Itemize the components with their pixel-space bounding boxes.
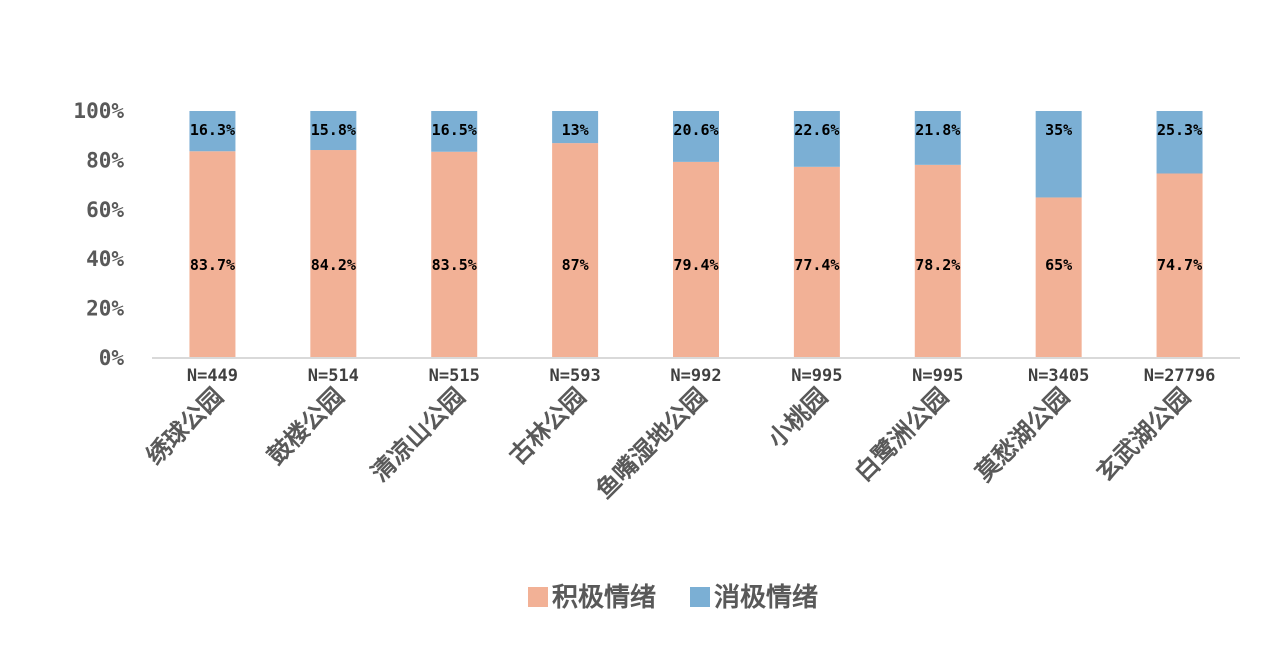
- bar-negative: [673, 111, 719, 162]
- bar-positive: [1035, 197, 1082, 358]
- bar-negative: [552, 111, 599, 144]
- legend-swatch-negative: [690, 587, 710, 607]
- data-label-positive: 65%: [1045, 256, 1072, 274]
- data-label-negative: 35%: [1045, 121, 1072, 139]
- legend: 积极情绪 消极情绪: [528, 582, 818, 613]
- y-tick-label: 40%: [86, 247, 124, 271]
- category-label: 清凉山公园: [366, 382, 471, 487]
- data-label-negative: 13%: [562, 121, 589, 139]
- bar-positive: [189, 151, 236, 358]
- bar-positive: [673, 161, 719, 358]
- data-label-negative: 20.6%: [673, 121, 718, 139]
- category-label: 莫愁湖公园: [970, 382, 1075, 487]
- legend-label-negative: 消极情绪: [714, 582, 818, 613]
- sample-size-label: N=27796: [1144, 366, 1216, 386]
- bar-negative: [310, 111, 357, 151]
- category-label: 古林公园: [504, 382, 592, 470]
- data-label-positive: 77.4%: [794, 256, 839, 274]
- data-label-positive: 79.4%: [673, 256, 718, 274]
- y-tick-label: 0%: [99, 346, 125, 370]
- category-label: 白鹭洲公园: [849, 382, 954, 487]
- legend-label-positive: 积极情绪: [552, 582, 656, 613]
- bar-negative: [1035, 111, 1082, 198]
- data-label-negative: 16.3%: [190, 121, 235, 139]
- bar-positive: [914, 164, 961, 358]
- bar-negative: [431, 111, 478, 152]
- category-label: 小桃园: [762, 382, 833, 453]
- sample-size-label: N=593: [550, 366, 601, 386]
- bar-negative: [189, 111, 236, 152]
- category-labels: 绣球公园 鼓楼公园 清凉山公园 古林公园 鱼嘴湿地公园 小桃园 白鹭洲公园 莫愁湖公园 玄武湖公…: [141, 382, 1196, 504]
- data-label-negative: 21.8%: [915, 121, 960, 139]
- category-label: 玄武湖公园: [1091, 382, 1196, 487]
- data-label-positive: 83.7%: [190, 256, 235, 274]
- bars: 83.7% 16.3% 84.2% 15.8% 83.5% 16.5% 87% 13% 79.4…: [189, 111, 1203, 358]
- sample-size-label: N=995: [791, 366, 842, 386]
- legend-swatch-positive: [528, 587, 548, 607]
- sample-size-label: N=514: [308, 366, 359, 386]
- bar-negative: [914, 111, 961, 165]
- sample-size-label: N=992: [670, 366, 721, 386]
- category-label: 鼓楼公园: [262, 382, 350, 470]
- y-axis-ticks: 0% 20% 40% 60% 80% 100%: [73, 99, 124, 370]
- bar-positive: [552, 143, 599, 358]
- data-label-negative: 22.6%: [794, 121, 839, 139]
- sample-size-label: N=515: [429, 366, 480, 386]
- bar-positive: [793, 166, 840, 358]
- data-label-positive: 83.5%: [432, 256, 477, 274]
- category-label: 绣球公园: [141, 382, 229, 470]
- data-label-negative: 25.3%: [1157, 121, 1202, 139]
- bar-positive: [431, 151, 478, 358]
- bar-negative: [793, 111, 840, 167]
- category-label: 鱼嘴湿地公园: [591, 382, 713, 504]
- data-label-positive: 78.2%: [915, 256, 960, 274]
- data-label-negative: 16.5%: [432, 121, 477, 139]
- data-label-negative: 15.8%: [311, 121, 356, 139]
- bar-positive: [1156, 173, 1203, 358]
- y-tick-label: 20%: [86, 297, 124, 321]
- sample-size-labels: N=449 N=514 N=515 N=593 N=992 N=995 N=995 N=340…: [187, 366, 1216, 386]
- y-tick-label: 100%: [73, 99, 124, 123]
- sample-size-label: N=449: [187, 366, 238, 386]
- y-tick-label: 80%: [86, 148, 124, 172]
- data-label-positive: 84.2%: [311, 256, 356, 274]
- sample-size-label: N=3405: [1028, 366, 1089, 386]
- data-label-positive: 87%: [562, 256, 589, 274]
- sample-size-label: N=995: [912, 366, 963, 386]
- y-tick-label: 60%: [86, 198, 124, 222]
- bar-positive: [310, 150, 357, 358]
- data-label-positive: 74.7%: [1157, 256, 1202, 274]
- bar-negative: [1156, 111, 1203, 174]
